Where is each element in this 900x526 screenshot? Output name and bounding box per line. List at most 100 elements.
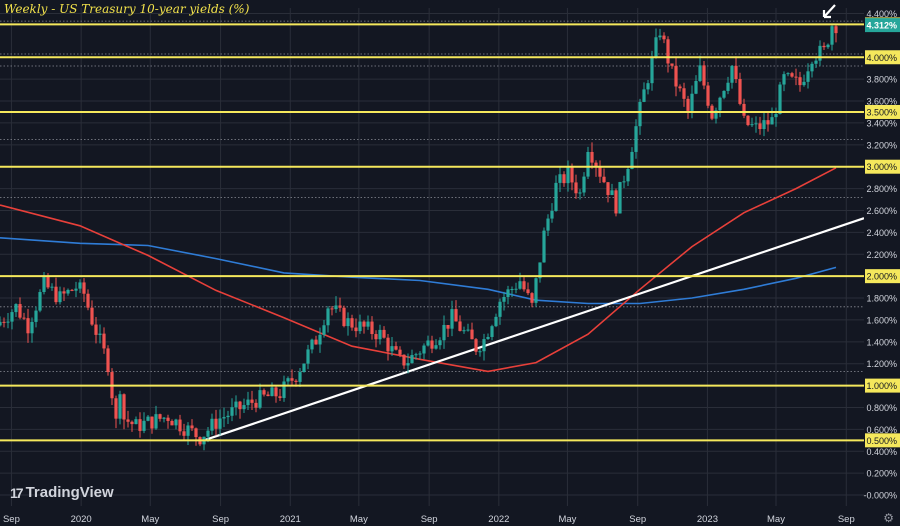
- moving-average-blue: [0, 237, 837, 305]
- candle-body: [46, 276, 50, 288]
- x-tick-label: Sep: [212, 514, 229, 525]
- candle-body: [626, 168, 630, 182]
- tradingview-logo: 17 TradingView: [10, 484, 114, 501]
- candle-body: [446, 324, 450, 329]
- candle-body: [214, 418, 218, 429]
- y-tick-label: 0.500%: [866, 436, 897, 446]
- candle-body: [690, 93, 694, 111]
- candle-body: [642, 89, 646, 102]
- candle-body: [310, 339, 314, 350]
- price-level-badge: [865, 378, 900, 393]
- candle-body: [454, 309, 458, 322]
- candle-body: [386, 337, 390, 352]
- y-tick-label: 3.200%: [866, 140, 897, 150]
- candle-body: [146, 416, 150, 421]
- y-tick-label: 4.400%: [866, 9, 897, 19]
- x-tick-label: May: [141, 514, 159, 525]
- candle-body: [174, 419, 178, 426]
- candle-body: [554, 182, 558, 211]
- candle-body: [334, 305, 338, 310]
- candle-body: [326, 308, 330, 326]
- candle-body: [530, 293, 534, 303]
- candle-body: [62, 291, 66, 294]
- x-tick-label: May: [558, 514, 576, 525]
- y-tick-label: 2.200%: [866, 250, 897, 260]
- candle-body: [762, 120, 766, 130]
- candle-body: [498, 301, 502, 317]
- price-level-badge: [865, 159, 900, 174]
- chart-title: Weekly - US Treasury 10-year yields (%): [4, 2, 250, 16]
- y-tick-label: 1.600%: [866, 315, 897, 325]
- candle-body: [790, 73, 794, 77]
- candle-body: [474, 339, 478, 352]
- candle-body: [810, 63, 814, 72]
- y-tick-label: 4.000%: [866, 53, 897, 63]
- candle-body: [286, 378, 290, 382]
- candle-body: [754, 123, 758, 125]
- candle-body: [158, 414, 162, 419]
- candle-body: [250, 399, 254, 403]
- candle-body: [78, 282, 82, 289]
- candle-body: [226, 415, 230, 418]
- candle-body: [766, 120, 770, 125]
- candle-body: [714, 110, 718, 119]
- y-tick-label: 2.400%: [866, 228, 897, 238]
- candle-body: [182, 431, 186, 436]
- candle-body: [506, 289, 510, 297]
- candle-body: [154, 414, 158, 429]
- candle-body: [378, 329, 382, 340]
- candle-body: [566, 167, 570, 184]
- candle-body: [338, 305, 342, 308]
- candle-body: [550, 210, 554, 219]
- candle-body: [738, 79, 742, 104]
- candle-body: [290, 378, 294, 381]
- candle-body: [22, 317, 26, 319]
- candle-body: [318, 334, 322, 345]
- candle-body: [510, 289, 514, 291]
- candle-body: [622, 181, 626, 183]
- candle-body: [418, 353, 422, 355]
- candle-body: [190, 425, 194, 429]
- x-tick-label: 2023: [697, 514, 718, 525]
- candle-body: [402, 354, 406, 366]
- candle-body: [586, 151, 590, 177]
- candle-body: [118, 394, 122, 419]
- gear-icon[interactable]: ⚙: [883, 511, 894, 525]
- candle-body: [362, 321, 366, 327]
- candle-body: [466, 329, 470, 331]
- candle-body: [450, 309, 454, 329]
- candle-body: [270, 387, 274, 397]
- candle-body: [670, 63, 674, 66]
- candle-body: [306, 349, 310, 364]
- candle-body: [410, 355, 414, 364]
- candle-body: [514, 288, 518, 290]
- candle-body: [258, 390, 262, 408]
- current-price-badge: [865, 18, 900, 33]
- candles: [0, 23, 838, 451]
- candle-body: [230, 407, 234, 416]
- candle-body: [398, 349, 402, 355]
- price-level-badge: [865, 50, 900, 65]
- candle-body: [614, 190, 618, 214]
- candle-body: [58, 291, 62, 303]
- x-tick-label: Sep: [3, 514, 20, 525]
- candle-body: [598, 167, 602, 177]
- candle-body: [534, 278, 538, 303]
- candle-body: [730, 65, 734, 83]
- candle-body: [442, 324, 446, 341]
- candle-body: [750, 124, 754, 126]
- candle-body: [86, 293, 90, 308]
- candle-body: [34, 310, 38, 322]
- candle-body: [806, 71, 810, 82]
- candle-body: [50, 286, 54, 288]
- y-tick-label: 0.400%: [866, 447, 897, 457]
- candle-body: [470, 329, 474, 340]
- candle-body: [302, 363, 306, 373]
- x-tick-label: Sep: [629, 514, 646, 525]
- candle-body: [138, 419, 142, 431]
- candle-body: [774, 113, 778, 118]
- candle-body: [538, 262, 542, 279]
- candle-body: [518, 281, 522, 289]
- candle-body: [162, 417, 166, 419]
